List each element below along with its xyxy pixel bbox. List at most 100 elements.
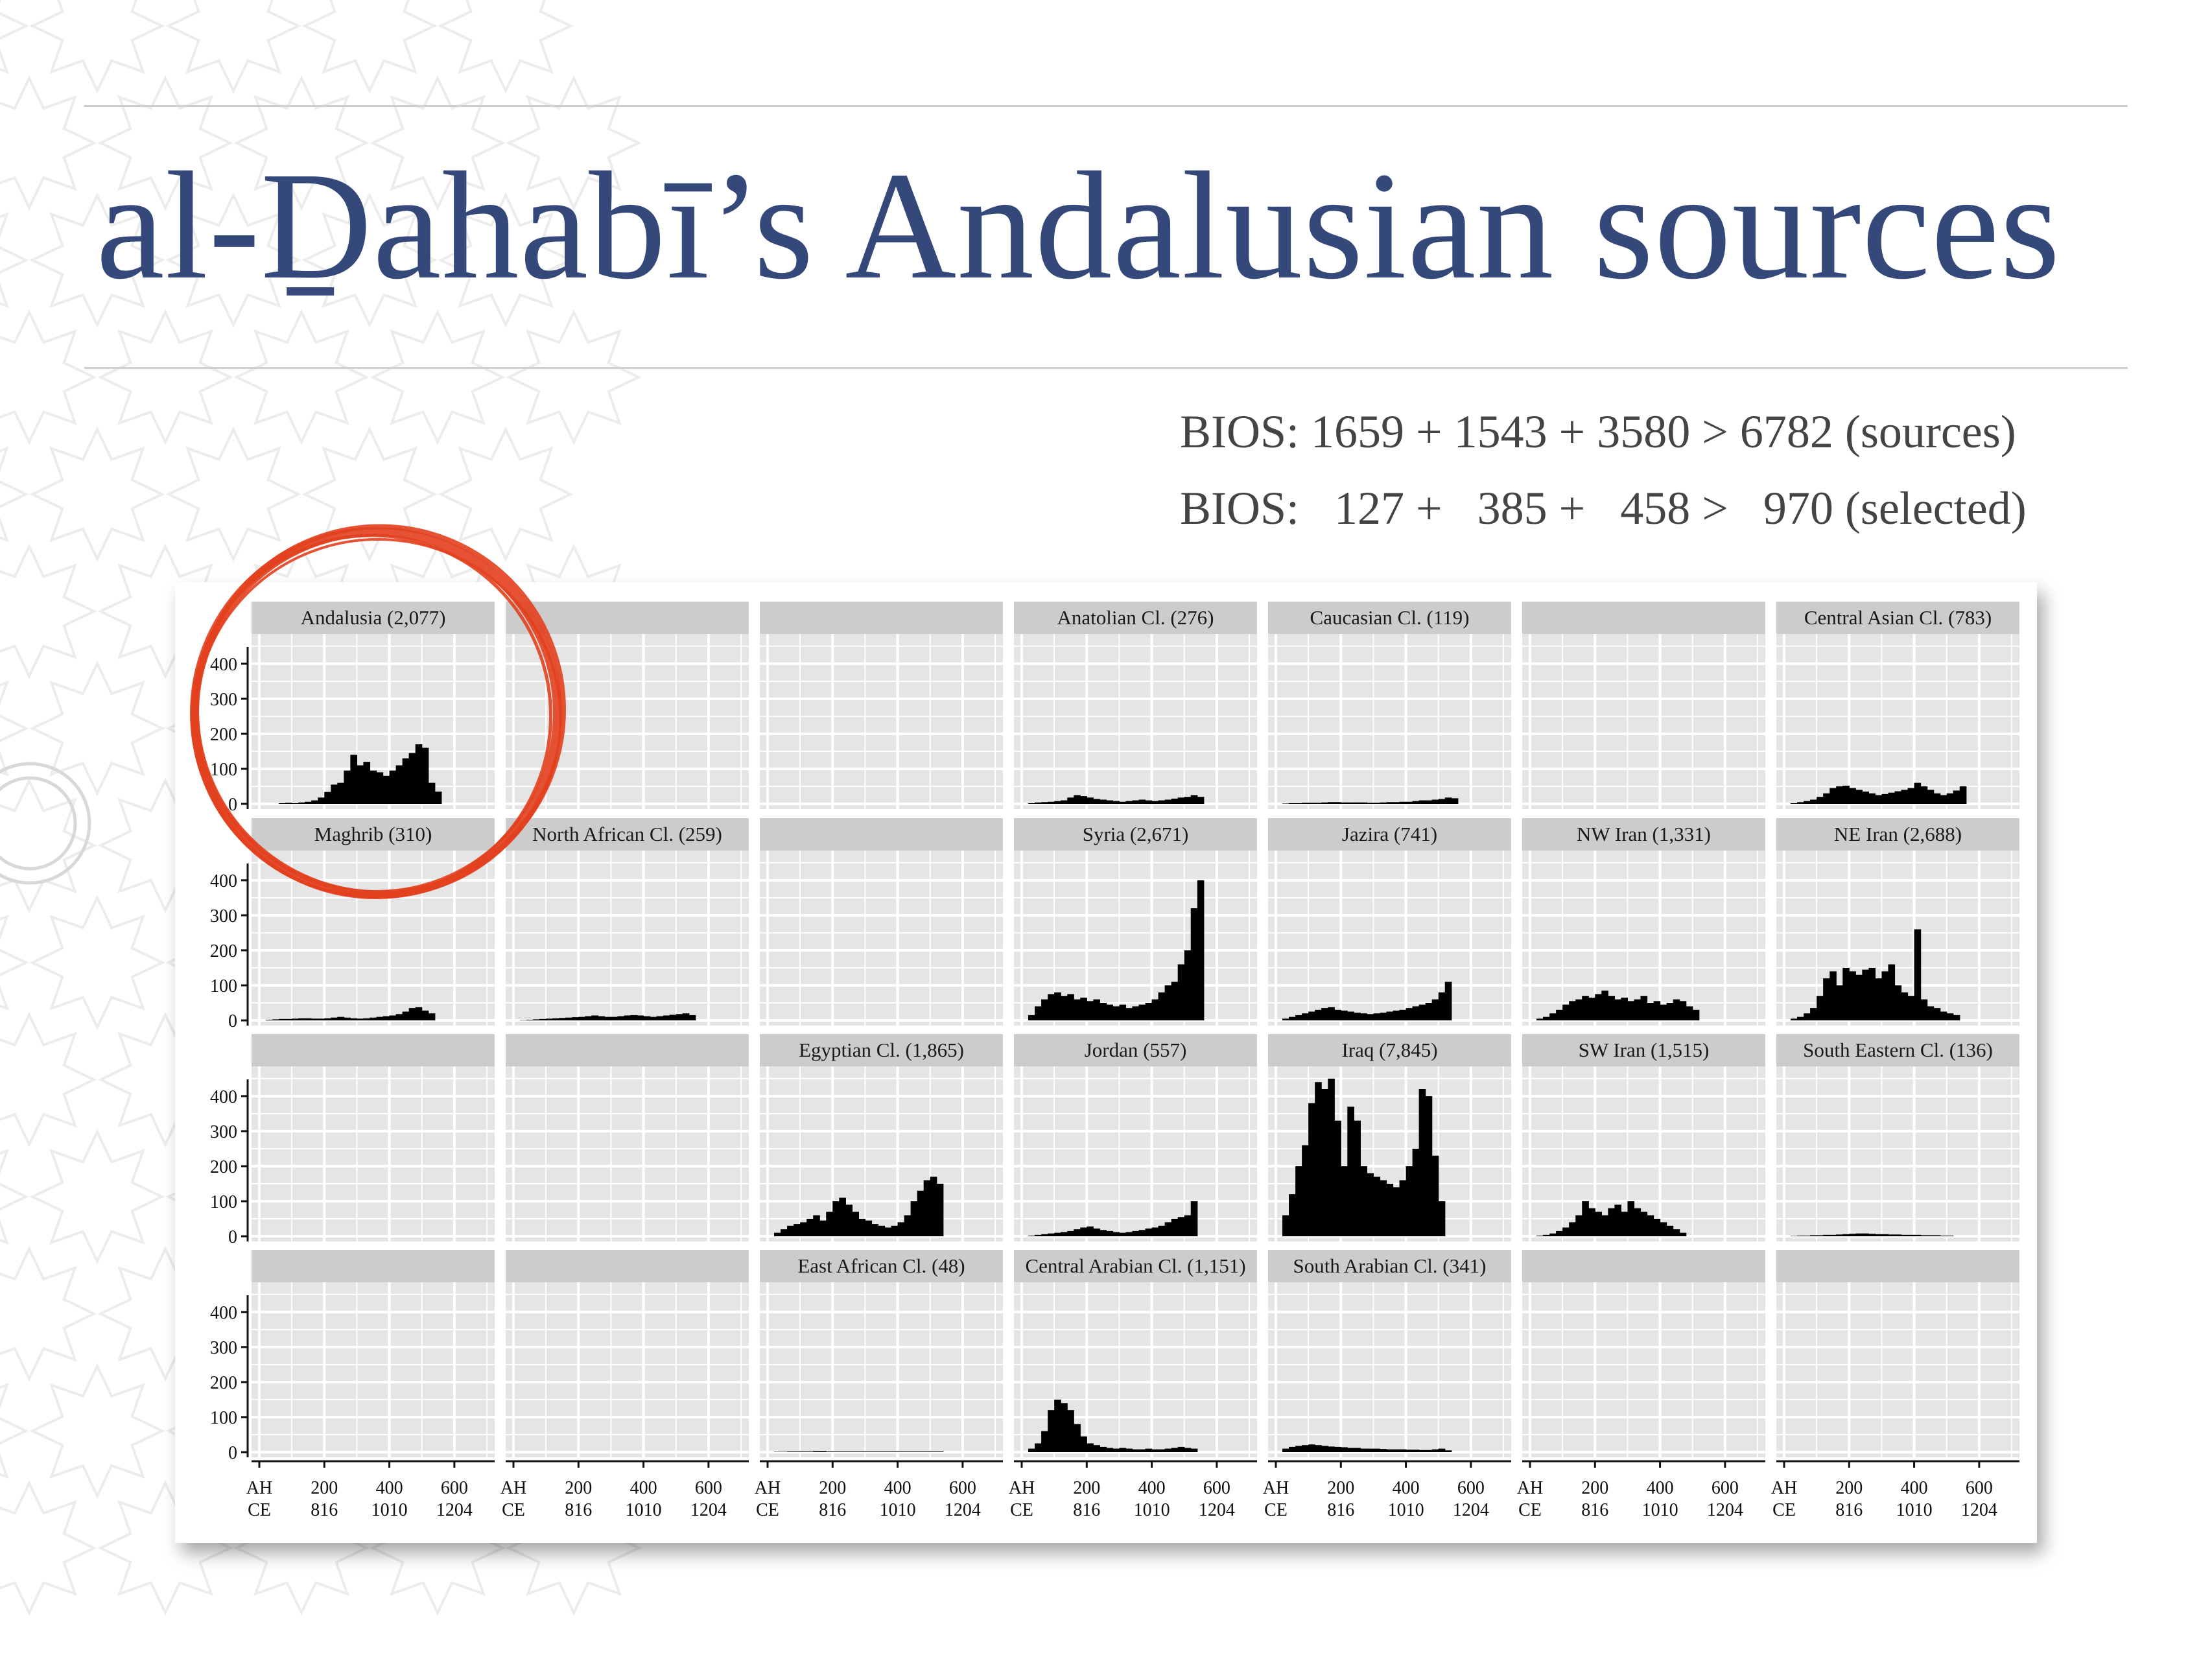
histogram-bar: [421, 1010, 429, 1020]
histogram-bar: [1151, 1449, 1159, 1452]
histogram-bar: [1412, 1006, 1420, 1020]
histogram-bar: [1914, 929, 1922, 1020]
histogram-bar: [272, 1019, 279, 1020]
pattern-star: [29, 192, 165, 328]
histogram-bar: [917, 1190, 924, 1236]
histogram-bar: [1536, 1018, 1544, 1020]
histogram-bar: [1817, 797, 1824, 804]
facet-plot-area: [760, 1282, 1003, 1457]
histogram-bar: [1093, 999, 1100, 1020]
histogram-bar: [344, 770, 351, 804]
pattern-star: [0, 1245, 97, 1382]
histogram-bar: [1418, 800, 1426, 804]
histogram-bar: [1177, 1446, 1185, 1452]
histogram-bar: [1302, 1145, 1309, 1236]
histogram-bar: [904, 1215, 912, 1236]
histogram-bar: [1190, 908, 1198, 1020]
histogram-bar: [350, 1018, 358, 1020]
histogram-bar: [1067, 1230, 1074, 1236]
histogram-bar: [1106, 1448, 1113, 1452]
histogram-bar: [1151, 1227, 1159, 1236]
histogram-bar: [1334, 1120, 1341, 1236]
y-tick-label: 100: [210, 976, 237, 996]
x-tick-label-ce: 816: [311, 1500, 338, 1520]
pattern-star: [301, 426, 438, 563]
histogram-bar: [311, 1018, 318, 1020]
histogram-bar: [858, 1218, 866, 1236]
histogram-bar: [578, 1017, 585, 1020]
facet-strip: [1014, 602, 1257, 634]
histogram-bar: [292, 1018, 299, 1020]
x-tick-label-ce: 816: [819, 1500, 846, 1520]
pattern-star: [165, 192, 301, 328]
x-tick-label-ce: CE: [1010, 1500, 1033, 1520]
x-tick-label-ce: CE: [1264, 1500, 1288, 1520]
histogram-bar: [552, 1018, 559, 1020]
pattern-star: [97, 309, 233, 445]
histogram-bar: [305, 801, 312, 804]
histogram-bar: [1386, 1011, 1394, 1020]
histogram-bar: [1184, 797, 1192, 804]
histogram-bar: [1151, 801, 1159, 804]
pattern-star: [0, 777, 97, 913]
x-tick-label-ce: 816: [1073, 1500, 1100, 1520]
histogram-bar: [1673, 999, 1680, 1020]
histogram-bar: [1907, 1234, 1915, 1236]
histogram-bar: [1145, 800, 1153, 804]
histogram-bar: [1868, 793, 1876, 804]
histogram-bar: [1894, 985, 1902, 1020]
histogram-bar: [559, 1018, 566, 1020]
histogram-bar: [1367, 803, 1374, 804]
histogram-bar: [1830, 971, 1837, 1020]
facet-strip: [1522, 1250, 1765, 1282]
pattern-star: [29, 0, 165, 94]
histogram-bar: [421, 747, 429, 804]
histogram-bar: [611, 1017, 618, 1020]
histogram-bar: [1842, 785, 1850, 804]
histogram-bar: [1380, 802, 1387, 804]
histogram-bar: [832, 1201, 840, 1236]
histogram-bar: [1953, 790, 1960, 804]
histogram-bar: [1295, 1015, 1302, 1020]
histogram-bar: [1171, 981, 1179, 1020]
facet-panel: [1522, 602, 1765, 809]
histogram-bar: [930, 1451, 937, 1452]
x-tick-label-ah: 200: [1073, 1478, 1100, 1498]
x-tick-label-ah: 600: [1712, 1478, 1739, 1498]
facet-panel: Caucasian Cl. (119): [1268, 602, 1511, 809]
pattern-star: [29, 1129, 165, 1265]
x-tick-label-ce: 1204: [1453, 1500, 1489, 1520]
x-tick-label-ah: 400: [1647, 1478, 1674, 1498]
slide-title: al-Ḏahabī’s Andalusian sources: [96, 141, 2061, 311]
histogram-bar: [774, 1451, 781, 1452]
histogram-bar: [813, 1215, 820, 1236]
histogram-bar: [1061, 800, 1068, 804]
histogram-bar: [1862, 969, 1869, 1020]
histogram-bar: [1849, 971, 1856, 1020]
histogram-bar: [1933, 1235, 1941, 1236]
histogram-bar: [1431, 1155, 1439, 1236]
y-tick-label: 200: [210, 1157, 237, 1177]
histogram-bar: [1920, 999, 1928, 1020]
histogram-bar: [1080, 1227, 1087, 1236]
facet-label: Central Asian Cl. (783): [1804, 606, 1992, 629]
histogram-bar: [1562, 1227, 1570, 1236]
y-tick-label: 200: [210, 725, 237, 745]
histogram-bar: [1380, 1013, 1387, 1020]
facet-strip: [760, 818, 1003, 851]
histogram-bar: [1164, 1448, 1172, 1452]
histogram-bar: [1315, 1445, 1322, 1452]
histogram-bar: [1289, 1446, 1296, 1452]
histogram-bar: [1360, 1013, 1367, 1020]
histogram-bar: [1041, 1431, 1048, 1452]
histogram-bar: [533, 1019, 540, 1020]
y-tick-label: 100: [210, 1192, 237, 1212]
x-tick-label-ah: 600: [1457, 1478, 1485, 1498]
facet-plot-area: [760, 634, 1003, 809]
histogram-bar: [1875, 1234, 1883, 1236]
histogram-bar: [1940, 1011, 1947, 1020]
histogram-bar: [1328, 1078, 1335, 1236]
histogram-bar: [1927, 1235, 1935, 1236]
histogram-bar: [1132, 1006, 1140, 1020]
histogram-bar: [1679, 1232, 1687, 1236]
